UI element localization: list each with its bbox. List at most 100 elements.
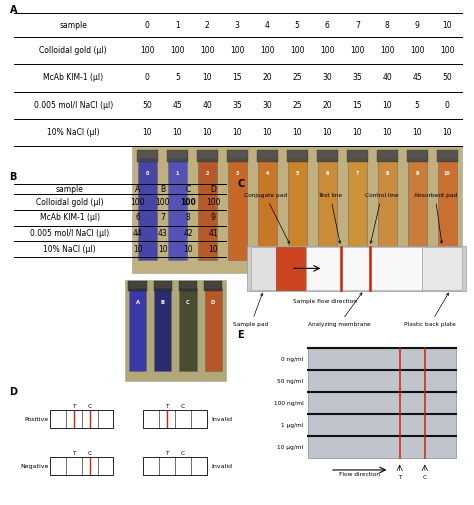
- Text: 100: 100: [170, 46, 184, 56]
- Bar: [125, 280, 226, 381]
- Text: Invalid: Invalid: [211, 417, 232, 422]
- Text: 100: 100: [206, 198, 220, 207]
- Text: 9: 9: [210, 214, 216, 222]
- Text: 25: 25: [292, 74, 302, 82]
- Text: T: T: [165, 450, 169, 456]
- Text: 5: 5: [295, 21, 300, 30]
- Bar: [227, 149, 248, 162]
- Bar: [317, 149, 338, 162]
- Text: 8: 8: [385, 21, 390, 30]
- Text: 45: 45: [173, 100, 182, 110]
- Text: Sample pad: Sample pad: [233, 293, 269, 327]
- Text: 30: 30: [322, 74, 332, 82]
- Text: Negative: Negative: [20, 464, 49, 469]
- Text: Invalid: Invalid: [211, 464, 232, 469]
- Text: 0.005 mol/l NaCl (μl): 0.005 mol/l NaCl (μl): [34, 100, 113, 110]
- Text: Absorbent pad: Absorbent pad: [413, 193, 457, 243]
- Text: 2: 2: [206, 171, 209, 176]
- Text: sample: sample: [55, 185, 83, 194]
- Text: 20: 20: [322, 100, 332, 110]
- Bar: [166, 149, 188, 162]
- Text: 15: 15: [353, 100, 362, 110]
- Text: C: C: [237, 179, 244, 189]
- Text: 10: 10: [263, 128, 272, 136]
- Text: A: A: [135, 185, 140, 194]
- Bar: [198, 158, 217, 260]
- Text: 100: 100: [290, 46, 304, 56]
- Bar: [143, 410, 207, 428]
- Text: A: A: [136, 300, 140, 306]
- Text: 43: 43: [158, 229, 168, 238]
- Text: 3: 3: [236, 171, 239, 176]
- Bar: [257, 158, 277, 260]
- Text: 10: 10: [383, 128, 392, 136]
- Text: 15: 15: [233, 74, 242, 82]
- Text: 44: 44: [133, 229, 143, 238]
- Text: 0: 0: [145, 21, 150, 30]
- Text: B: B: [161, 300, 165, 306]
- Text: 100: 100: [200, 46, 215, 56]
- Text: 10: 10: [233, 128, 242, 136]
- Text: Test line: Test line: [319, 193, 342, 243]
- Text: D: D: [211, 300, 215, 306]
- Text: 5: 5: [175, 74, 180, 82]
- Bar: [168, 158, 187, 260]
- Text: 10: 10: [183, 245, 193, 254]
- Text: 9: 9: [416, 171, 419, 176]
- Text: 10: 10: [322, 128, 332, 136]
- Bar: [376, 149, 398, 162]
- Bar: [132, 145, 462, 273]
- Text: 5: 5: [415, 100, 419, 110]
- Text: 0: 0: [145, 74, 150, 82]
- Text: 100: 100: [180, 198, 196, 207]
- Text: 0: 0: [146, 171, 149, 176]
- Text: 35: 35: [352, 74, 362, 82]
- Bar: [346, 149, 368, 162]
- Text: 50 ng/ml: 50 ng/ml: [277, 379, 303, 384]
- Text: 40: 40: [383, 74, 392, 82]
- Bar: [50, 410, 113, 428]
- Text: 100: 100: [155, 198, 170, 207]
- Bar: [50, 457, 113, 475]
- Text: 100: 100: [140, 46, 155, 56]
- Text: 10: 10: [442, 21, 452, 30]
- Bar: [287, 149, 308, 162]
- Text: sample: sample: [59, 21, 87, 30]
- Text: 4: 4: [265, 21, 270, 30]
- Text: C: C: [185, 185, 191, 194]
- Text: 30: 30: [263, 100, 272, 110]
- Bar: [128, 281, 147, 291]
- Text: 10: 10: [143, 128, 152, 136]
- Text: 7: 7: [161, 214, 165, 222]
- Bar: [180, 288, 197, 371]
- Text: Analyzing membrane: Analyzing membrane: [308, 293, 371, 327]
- Text: 10: 10: [444, 171, 451, 176]
- Text: 0.005 mol/l NaCl (μl): 0.005 mol/l NaCl (μl): [30, 229, 109, 238]
- Text: A: A: [9, 5, 17, 15]
- Text: T: T: [72, 450, 75, 456]
- Text: D: D: [9, 387, 18, 396]
- Bar: [256, 149, 278, 162]
- Text: 41: 41: [208, 229, 218, 238]
- Text: 10: 10: [412, 128, 422, 136]
- Text: 100: 100: [410, 46, 425, 56]
- Text: 10: 10: [208, 245, 218, 254]
- Text: C: C: [423, 475, 427, 480]
- Bar: [347, 158, 367, 260]
- Bar: [276, 247, 306, 290]
- Text: 10: 10: [383, 100, 392, 110]
- Text: Conjugate pad: Conjugate pad: [244, 193, 290, 243]
- Text: 42: 42: [183, 229, 193, 238]
- Bar: [137, 149, 158, 162]
- Text: 10: 10: [173, 128, 182, 136]
- Text: 25: 25: [292, 100, 302, 110]
- Text: Control line: Control line: [365, 193, 398, 243]
- Bar: [377, 158, 397, 260]
- Text: C: C: [88, 403, 91, 409]
- Text: 6: 6: [325, 21, 330, 30]
- Text: T: T: [72, 403, 75, 409]
- Text: C: C: [88, 450, 91, 456]
- Text: Colloidal gold (μl): Colloidal gold (μl): [36, 198, 103, 207]
- Text: 5: 5: [296, 171, 299, 176]
- Text: C: C: [186, 300, 190, 306]
